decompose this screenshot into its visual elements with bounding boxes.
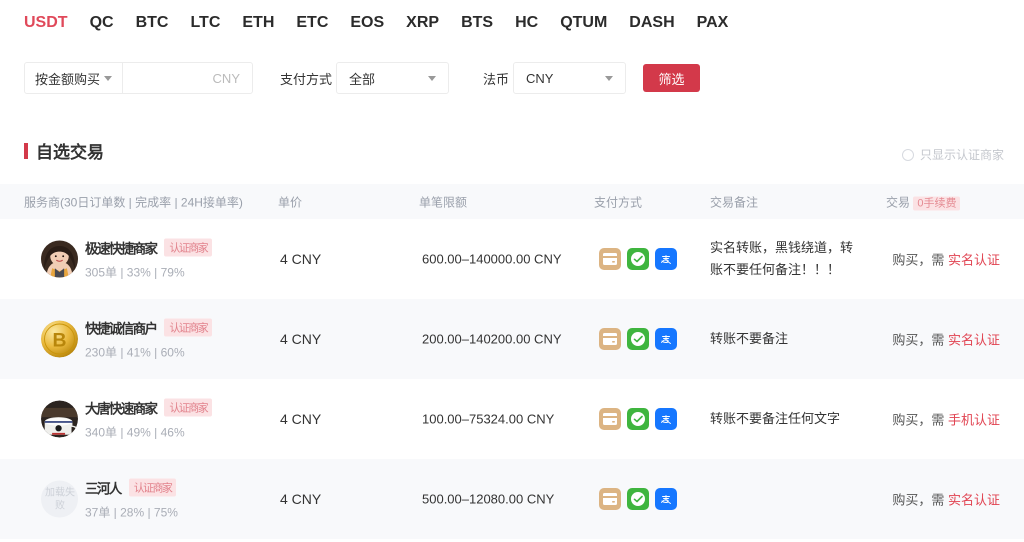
svg-text:B: B	[52, 329, 66, 351]
